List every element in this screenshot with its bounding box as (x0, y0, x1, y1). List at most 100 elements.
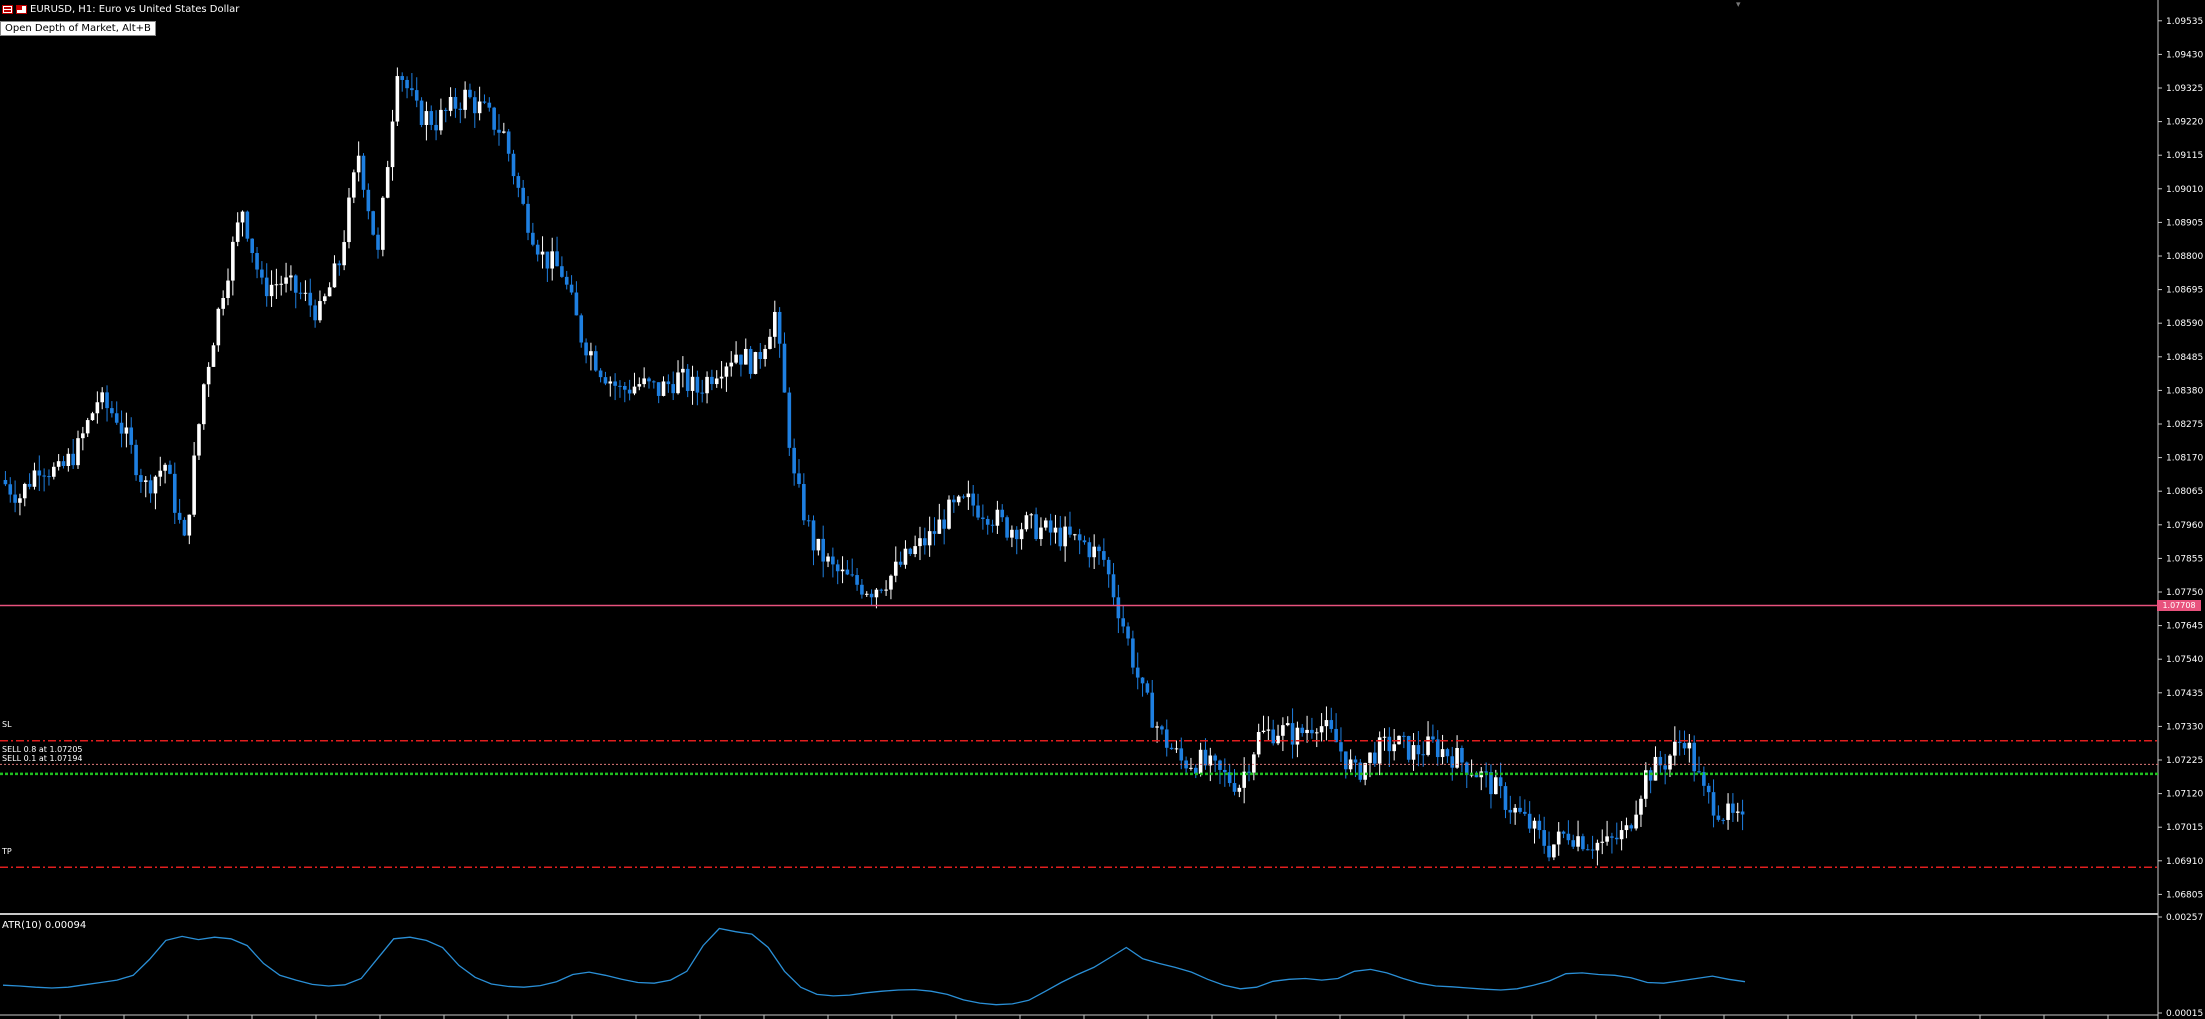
candle-body (429, 111, 434, 125)
candle-body (710, 376, 714, 385)
candle-body (1474, 774, 1479, 778)
candle-body (1237, 787, 1242, 792)
candle-body (1731, 803, 1735, 813)
candle-body (95, 402, 100, 414)
sl-label[interactable]: SL (2, 720, 12, 729)
candle-body (1648, 770, 1653, 781)
sell-order-label-1[interactable]: SELL 0.8 at 1.07205 (2, 745, 83, 754)
candle-body (52, 466, 56, 477)
candle-body (821, 538, 825, 562)
candle-body (216, 308, 221, 346)
candle-body (477, 101, 482, 114)
candle-body (1445, 749, 1450, 757)
candle-body (1697, 771, 1701, 773)
candle-body (468, 89, 472, 98)
candle-body (927, 531, 932, 546)
candle-body (1048, 520, 1053, 533)
candle-body (439, 109, 443, 131)
candle-body (1610, 836, 1614, 838)
candle-body (482, 101, 487, 103)
candle-body (1285, 723, 1290, 726)
candle-body (1116, 597, 1121, 619)
candle-body (1213, 755, 1217, 761)
candle-body (971, 493, 975, 506)
candle-body (327, 287, 332, 297)
candle-body (1426, 736, 1430, 755)
chevron-down-icon[interactable]: ▾ (1736, 0, 1741, 10)
candle-body (1058, 527, 1063, 547)
candle-body (1343, 751, 1348, 770)
candle-body (337, 263, 342, 266)
candle-body (1561, 831, 1566, 834)
candle-body (521, 187, 525, 204)
candle-body (1503, 786, 1508, 810)
candle-body (284, 277, 288, 284)
candle-body (177, 512, 182, 520)
y-tick-label: 1.09535 (2166, 17, 2203, 27)
candle-body (1595, 842, 1600, 851)
y-tick-label: 1.08800 (2166, 252, 2203, 262)
candle-body (1198, 749, 1203, 774)
candle-body (1131, 638, 1135, 668)
candle-body (22, 483, 27, 499)
candle-body (564, 276, 569, 285)
candle-body (1450, 756, 1455, 768)
candle-body (134, 444, 138, 476)
candle-body (569, 284, 574, 293)
candle-body (1363, 762, 1367, 780)
candle-body (226, 280, 230, 299)
candle-body (816, 538, 821, 551)
candle-body (71, 453, 75, 466)
candle-body (492, 107, 496, 130)
candle-body (855, 575, 859, 585)
candle-body (560, 266, 564, 277)
candle-body (743, 348, 748, 365)
candle-body (797, 473, 801, 485)
candle-body (27, 483, 32, 487)
candle-body (1223, 769, 1227, 773)
candle-body (1189, 767, 1193, 769)
candle-body (869, 593, 874, 598)
candle-body (42, 475, 46, 477)
candle-body (400, 76, 405, 80)
sell-order-label-2[interactable]: SELL 0.1 at 1.07194 (2, 754, 83, 763)
candle-body (148, 480, 153, 494)
tp-label[interactable]: TP (2, 847, 12, 856)
candle-body (1097, 546, 1101, 552)
candle-body (206, 366, 211, 385)
candle-body (1014, 529, 1019, 540)
candle-body (119, 422, 124, 434)
candle-body (1402, 735, 1406, 737)
candle-body (1532, 820, 1537, 829)
candle-body (642, 378, 646, 385)
candle-body (1102, 551, 1106, 560)
candle-body (1053, 527, 1058, 533)
y-tick-label: 1.09325 (2166, 84, 2203, 94)
candle-body (163, 464, 167, 471)
y-tick-label: 1.07330 (2166, 722, 2203, 732)
candle-body (1073, 534, 1077, 536)
y-tick-label: 1.06805 (2166, 890, 2203, 900)
candle-body (1740, 811, 1745, 815)
candle-body (763, 348, 767, 359)
candle-body (879, 589, 884, 591)
candle-body (1639, 798, 1643, 815)
candle-body (792, 447, 796, 474)
candle-body (1653, 756, 1658, 781)
candle-body (448, 96, 453, 111)
candle-body (777, 311, 782, 344)
candle-body (695, 376, 700, 393)
candle-body (158, 470, 163, 477)
candle-body (961, 496, 966, 498)
candle-body (371, 211, 375, 235)
candle-body (289, 275, 293, 278)
candle-body (1382, 736, 1387, 738)
candle-body (293, 275, 298, 293)
candle-body (1435, 739, 1440, 758)
candle-body (1082, 540, 1087, 543)
candle-body (831, 556, 835, 565)
candle-body (1523, 811, 1527, 814)
candle-body (1711, 792, 1716, 816)
candle-body (1716, 815, 1721, 820)
